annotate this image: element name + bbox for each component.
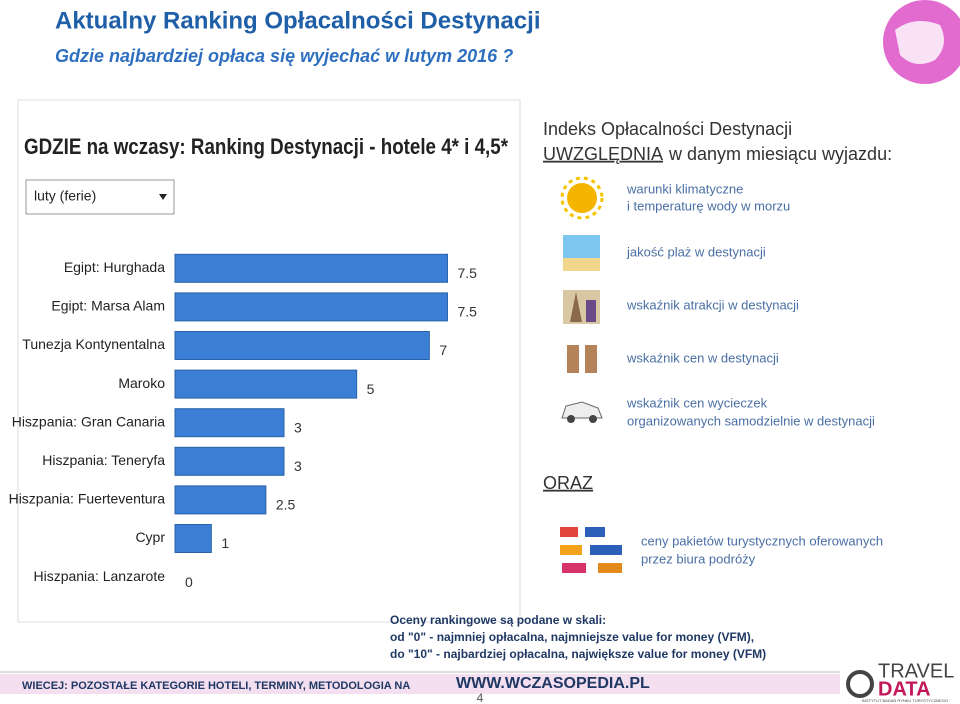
icon-sun — [560, 176, 604, 220]
bar — [174, 253, 448, 283]
criteria-item: warunki klimatyczne — [626, 181, 743, 196]
page-number: 4 — [477, 691, 484, 704]
extra-text: ceny pakietów turystycznych oferowanych — [641, 533, 883, 548]
value-label: 1 — [221, 535, 229, 551]
criteria-emphasis: UWZGLĘDNIA — [543, 144, 663, 164]
travel-data-logo: TRAVEL DATA INSTYTUT BADAŃ RYNKU TURYSTY… — [846, 660, 954, 703]
footer-url[interactable]: WWW.WCZASOPEDIA.PL — [456, 675, 650, 692]
category-label: Egipt: Marsa Alam — [51, 298, 165, 314]
value-label: 3 — [294, 419, 302, 435]
extra-label: ORAZ — [543, 473, 593, 493]
value-label: 7 — [439, 342, 447, 358]
filter-dropdown[interactable] — [25, 179, 175, 215]
icon-car — [561, 401, 603, 423]
footer-band — [0, 674, 840, 694]
bar — [174, 408, 285, 438]
globe-logo — [883, 0, 960, 84]
criteria-item: i temperaturę wody w morzu — [627, 198, 790, 213]
criteria-item: wskaźnik atrakcji w destynacji — [626, 297, 799, 312]
criteria-subtitle: w danym miesiącu wyjazdu: — [668, 144, 892, 164]
category-label: Hiszpania: Lanzarote — [33, 568, 165, 584]
criteria-item: wskaźnik cen wycieczek — [626, 395, 768, 410]
chart-title: GDZIE na wczasy: Ranking Destynacji - ho… — [24, 134, 508, 159]
value-label: 2.5 — [276, 497, 296, 513]
icon-cups — [567, 345, 597, 373]
bar — [174, 446, 285, 476]
extra-text: przez biura podróży — [641, 551, 756, 566]
scale-note: do "10" - najbardziej opłacalna, najwięk… — [390, 647, 766, 661]
footer-text: WIECEJ: POZOSTAŁE KATEGORIE HOTELI, TERM… — [22, 680, 410, 692]
slide-subtitle: Gdzie najbardziej opłaca się wyjechać w … — [55, 46, 513, 66]
chart: GDZIE na wczasy: Ranking Destynacji - ho… — [9, 99, 521, 623]
value-label: 3 — [294, 458, 302, 474]
value-label: 0 — [185, 574, 193, 590]
criteria-item: wskaźnik cen w destynacji — [626, 350, 779, 365]
bar — [174, 331, 430, 360]
category-label: Hiszpania: Teneryfa — [42, 452, 165, 468]
logo-line2: DATA — [878, 678, 931, 700]
logo-tagline: INSTYTUT BADAŃ RYNKU TURYSTYCZNEGO — [862, 698, 948, 703]
category-label: Egipt: Hurghada — [64, 259, 165, 275]
slide-title: Aktualny Ranking Opłacalności Destynacji — [55, 7, 540, 34]
category-label: Hiszpania: Gran Canaria — [12, 413, 166, 429]
category-label: Tunezja Kontynentalna — [22, 336, 165, 352]
icon-beach — [563, 235, 600, 271]
category-label: Cypr — [135, 529, 165, 545]
icon-tour-operators — [560, 527, 622, 573]
criteria-item: organizowanych samodzielnie w destynacji — [627, 413, 875, 428]
bar — [174, 369, 358, 399]
chart-frame — [17, 99, 521, 623]
dropdown-arrow — [159, 194, 167, 200]
value-label: 5 — [367, 381, 375, 397]
category-label: Maroko — [118, 375, 165, 391]
value-label: 7.5 — [458, 304, 478, 320]
logo-line1: TRAVEL — [878, 660, 954, 682]
scale-note: od "0" - najmniej opłacalna, najmniejsze… — [390, 630, 754, 644]
scale-note: Oceny rankingowe są podane w skali: — [390, 613, 606, 627]
icon-landmarks — [563, 290, 600, 324]
category-label: Hiszpania: Fuerteventura — [9, 491, 166, 507]
bar — [174, 292, 448, 322]
bar — [174, 485, 267, 515]
value-label: 7.5 — [458, 265, 478, 281]
bar — [174, 524, 212, 553]
criteria-item: jakość plaż w destynacji — [626, 244, 766, 259]
criteria-title: Indeks Opłacalności Destynacji — [543, 119, 792, 139]
filter-label: luty (ferie) — [34, 188, 96, 204]
